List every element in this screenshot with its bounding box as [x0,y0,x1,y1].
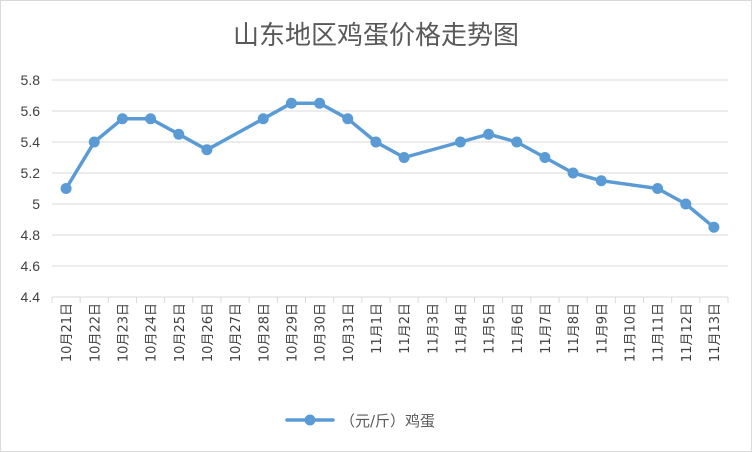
y-tick-label: 5 [32,196,40,212]
data-point [257,113,269,125]
x-tick-label: 11月4日 [454,303,469,354]
y-tick-label: 4.4 [21,289,41,305]
x-tick-label: 11月1日 [370,303,385,354]
data-point [285,97,297,109]
legend-label: （元/斤）鸡蛋 [340,412,435,430]
data-point [398,152,410,163]
data-point [116,113,128,125]
data-point [370,136,382,148]
series-layer [60,97,720,233]
y-tick-label: 5.8 [21,72,41,88]
data-point [145,113,157,125]
x-tick-label: 11月12日 [680,303,695,362]
y-tick-label: 5.2 [21,165,41,181]
x-tick-label: 11月8日 [567,303,582,354]
chart-title: 山东地区鸡蛋价格走势图 [233,21,519,51]
y-axis-tick-labels: 4.4 4.6 4.8 5 5.2 5.4 5.6 5.8 [21,72,41,305]
data-point [708,221,720,233]
data-point [201,144,213,156]
y-tick-label: 4.8 [21,227,41,243]
gridlines [52,79,728,267]
data-point [314,97,326,109]
x-axis [51,296,729,303]
x-tick-label: 11月2日 [398,303,413,354]
data-point [88,136,100,148]
legend-marker [304,414,316,426]
data-point [539,152,551,163]
x-tick-label: 11月6日 [511,303,526,354]
x-tick-label: 11月5日 [483,303,498,354]
data-point [454,136,466,148]
data-point [60,183,72,194]
data-point [595,175,607,187]
data-point [342,113,354,125]
x-axis-tick-labels: 10月21日 10月22日 10月23日 10月24日 10月25日 10月26日 10月2… [60,303,723,362]
data-point [511,136,523,148]
data-point [567,167,579,179]
y-tick-label: 4.6 [21,258,41,274]
x-tick-label: 10月31日 [342,303,357,362]
x-tick-label: 10月28日 [257,303,272,362]
x-tick-label: 11月11日 [652,303,667,362]
x-tick-label: 11月13日 [708,303,723,362]
x-tick-label: 10月21日 [60,303,75,362]
data-point [652,183,664,194]
y-tick-label: 5.4 [21,134,41,150]
y-tick-label: 5.6 [21,103,41,119]
x-tick-label: 10月27日 [229,303,244,362]
legend: （元/斤）鸡蛋 [285,412,435,430]
x-tick-label: 11月3日 [426,303,441,354]
x-tick-label: 10月24日 [145,303,160,362]
x-tick-label: 10月23日 [116,303,131,362]
data-point [173,128,185,140]
x-tick-label: 10月30日 [314,303,329,362]
x-tick-label: 10月25日 [173,303,188,362]
data-point [680,198,692,210]
data-point [483,128,495,140]
x-tick-label: 11月9日 [595,303,610,354]
x-tick-label: 11月7日 [539,303,554,354]
x-tick-label: 11月10日 [623,303,638,362]
x-tick-label: 10月29日 [285,303,300,362]
x-tick-label: 10月22日 [88,303,103,362]
x-tick-label: 10月26日 [201,303,216,362]
